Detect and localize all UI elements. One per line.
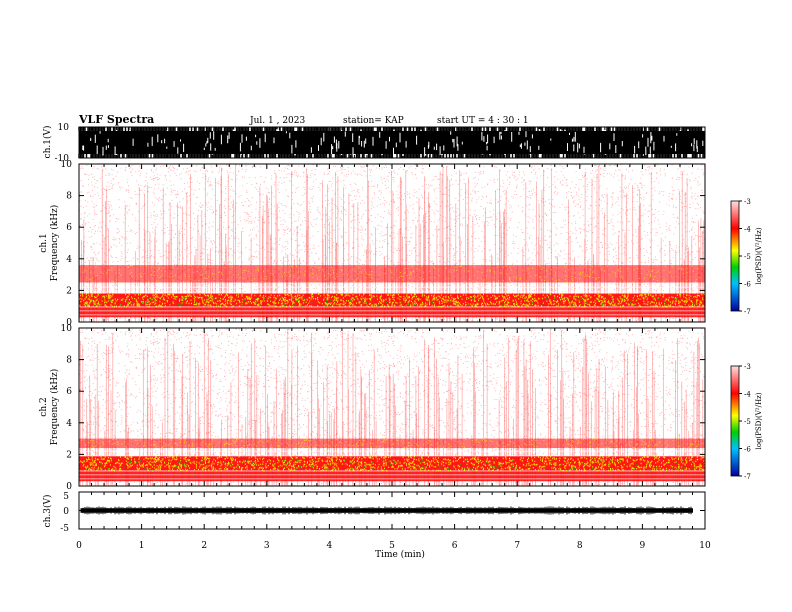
- colorbar-bar: [730, 365, 740, 477]
- spectrogram-upper-speckle: [82, 264, 706, 283]
- y-tick-label: 6: [66, 387, 72, 397]
- spectrogram-green-speckle: [80, 296, 706, 307]
- x-tick-label: 9: [640, 541, 646, 551]
- y-tick-label: 0: [66, 482, 72, 492]
- ch2-spectrogram-pixels: [78, 327, 706, 487]
- x-tick-label: 6: [452, 541, 458, 551]
- x-tick-label: 1: [139, 541, 145, 551]
- ch1-ytick-top: 10: [58, 123, 70, 133]
- chart-title: VLF Spectra: [78, 113, 154, 126]
- ch3-tick-marks: [78, 492, 706, 529]
- y-tick-label: 4: [66, 255, 72, 265]
- ch2-colorbar: -3 -4 -5 -6 -7 log(PSD)(V²/Hz): [730, 363, 763, 481]
- x-tick-labels: 0 1 2 3 4 5 6 7 8 9 10: [76, 541, 711, 551]
- y-tick-label: 8: [66, 192, 72, 202]
- spectrogram-harmonic-lines: [79, 286, 705, 316]
- x-tick-label: 8: [577, 541, 583, 551]
- colorbar-bar: [730, 200, 740, 312]
- spectrogram-band-lower: [79, 306, 705, 318]
- spectrogram-green-speckle: [79, 459, 701, 471]
- ch1-waveform-panel: 10 -10 ch.1(V): [42, 123, 706, 164]
- x-tick-label: 2: [201, 541, 207, 551]
- ch2-freq-ylabel-unit: Frequency (kHz): [49, 369, 60, 446]
- x-tick-label: 3: [264, 541, 270, 551]
- colorbar-tick-label: -4: [744, 391, 751, 399]
- ch2-freq-ticks: 0 2 4 6 8 10: [61, 324, 705, 492]
- ch2-spectrogram-panel: 0 2 4 6 8 10 ch.2 Frequency (kHz): [39, 324, 706, 492]
- y-tick-label: 8: [66, 356, 72, 366]
- y-tick-label: 10: [61, 160, 73, 170]
- spectrogram-band-upper: [79, 438, 705, 449]
- y-tick-label: 6: [66, 223, 72, 233]
- ch1-waveform-gaps: [82, 131, 704, 158]
- ch1-ylabel: ch.1(V): [42, 126, 53, 159]
- x-tick-label: 7: [514, 541, 520, 551]
- colorbar-tick-label: -6: [744, 281, 751, 289]
- ch1-spectrogram-pixels: [78, 163, 706, 323]
- spectrogram-upper-speckle: [79, 438, 704, 449]
- ch1-colorbar: -3 -4 -5 -6 -7 log(PSD)(V²/Hz): [730, 198, 763, 316]
- spectrogram-band-upper: [79, 265, 705, 283]
- ch1-freq-ticks: 0 2 4 6 8 10: [61, 160, 705, 328]
- station-label: station= KAP: [343, 116, 404, 126]
- colorbar-tick-label: -7: [744, 473, 751, 481]
- x-tick-label: 10: [699, 541, 711, 551]
- x-axis-label: Time (min): [375, 549, 425, 560]
- ch3-ytick-mid: 0: [63, 507, 69, 517]
- colorbar-tick-label: -3: [744, 198, 751, 206]
- ch1-tick-marks: [78, 127, 706, 158]
- ch3-ytick-bottom: -5: [60, 524, 69, 534]
- ch1-spectrogram-panel: 0 2 4 6 8 10 ch.1 Frequency (kHz): [39, 160, 706, 328]
- colorbar-label: log(PSD)(V²/Hz): [755, 392, 763, 449]
- y-tick-label: 2: [66, 286, 72, 296]
- y-tick-label: 4: [66, 419, 72, 429]
- x-tick-label: 5: [389, 541, 395, 551]
- ch3-ytick-top: 5: [63, 492, 69, 502]
- ch1-spectrogram-tick-marks: [78, 164, 706, 322]
- ch1-ytick-bottom: -10: [55, 154, 70, 164]
- y-tick-label: 0: [66, 318, 72, 328]
- spectrogram-yellow-speckle: [78, 456, 706, 472]
- colorbar-tick-label: -5: [744, 253, 751, 261]
- start-time-label: start UT = 4 : 30 : 1: [437, 116, 529, 126]
- ch2-freq-ylabel-channel: ch.2: [39, 397, 49, 416]
- colorbar-tick-label: -5: [744, 418, 751, 426]
- colorbar-tick-label: -7: [744, 308, 751, 316]
- y-tick-label: 10: [61, 324, 73, 334]
- ch1-freq-ylabel-unit: Frequency (kHz): [49, 205, 60, 282]
- x-tick-label: 0: [76, 541, 82, 551]
- ch1-waveform-fill: [79, 131, 705, 154]
- colorbar-tick-label: -6: [744, 446, 751, 454]
- spectrogram-band-lower: [79, 470, 705, 482]
- ch3-waveform-trace: [79, 491, 705, 530]
- date-label: Jul. 1 , 2023: [249, 116, 305, 126]
- ch1-waveform-trace: [78, 127, 706, 158]
- colorbar-label: log(PSD)(V²/Hz): [755, 227, 763, 284]
- ch2-spectrogram-tick-marks: [78, 328, 706, 486]
- x-tick-label: 4: [327, 541, 333, 551]
- ch3-ylabel: ch.3(V): [42, 495, 53, 528]
- colorbar-tick-label: -3: [744, 363, 751, 371]
- spectrogram-harmonic-lines: [79, 450, 705, 480]
- ch3-waveform-panel: 5 0 -5 ch.3(V): [42, 491, 706, 534]
- ch1-freq-ylabel-channel: ch.1: [39, 233, 49, 252]
- colorbar-tick-label: -4: [744, 226, 751, 234]
- y-tick-label: 2: [66, 450, 72, 460]
